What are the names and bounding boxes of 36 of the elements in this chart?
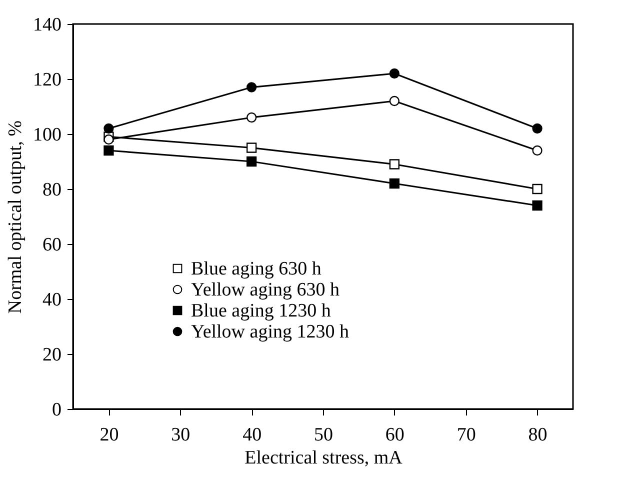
point bbox=[389, 178, 400, 189]
y-axis-title: Normal optical output, % bbox=[5, 120, 26, 314]
point bbox=[532, 200, 542, 211]
point bbox=[246, 112, 257, 123]
x-axis-title: Electrical stress, mA bbox=[244, 448, 403, 468]
legend-label: Blue aging 1230 h bbox=[191, 300, 332, 322]
x-tick-label: 80 bbox=[528, 424, 548, 446]
point bbox=[246, 82, 257, 92]
point bbox=[389, 159, 400, 170]
x-tick-label: 50 bbox=[314, 424, 333, 446]
y-tick-label: 0 bbox=[52, 400, 62, 420]
point bbox=[532, 145, 542, 156]
point bbox=[104, 145, 114, 156]
legend-label: Yellow aging 1230 h bbox=[191, 322, 350, 342]
legend-label: Yellow aging 630 h bbox=[191, 280, 340, 300]
point bbox=[104, 134, 114, 145]
y-tick-label: 20 bbox=[42, 344, 62, 366]
x-tick-label: 30 bbox=[171, 424, 190, 446]
point bbox=[532, 184, 542, 194]
y-tick-label: 80 bbox=[42, 180, 62, 200]
y-tick-label: 100 bbox=[33, 124, 62, 146]
x-tick-label: 40 bbox=[242, 424, 262, 446]
y-tick-label: 120 bbox=[33, 70, 62, 90]
x-tick-label: 60 bbox=[385, 424, 404, 446]
point bbox=[389, 96, 400, 106]
point bbox=[246, 156, 257, 167]
point bbox=[246, 142, 257, 153]
point bbox=[104, 123, 114, 134]
x-tick-label: 70 bbox=[456, 424, 476, 446]
y-tick-label: 140 bbox=[33, 14, 62, 36]
legend-label: Blue aging 630 h bbox=[191, 258, 322, 280]
x-tick-label: 20 bbox=[100, 424, 119, 446]
y-tick-label: 60 bbox=[42, 234, 62, 256]
point bbox=[532, 123, 542, 134]
y-tick-label: 40 bbox=[42, 290, 62, 310]
point bbox=[389, 68, 400, 79]
